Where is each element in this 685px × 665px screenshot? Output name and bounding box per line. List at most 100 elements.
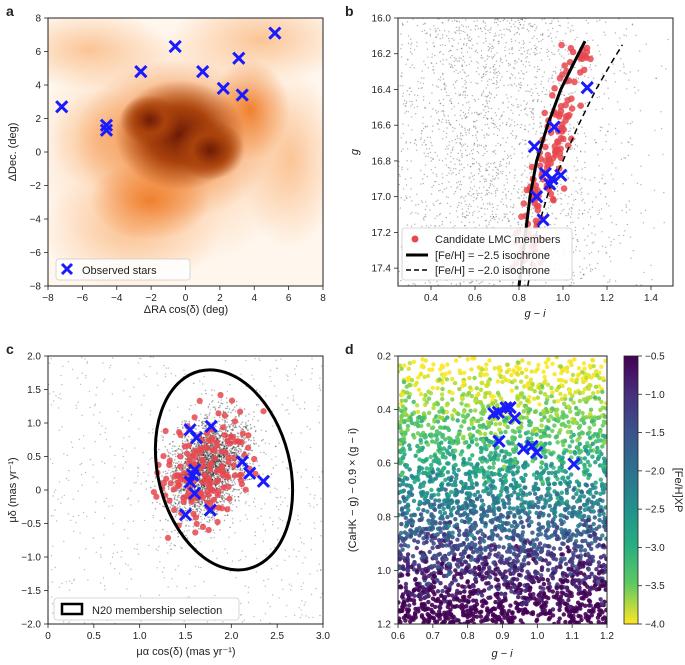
field-star	[537, 68, 539, 71]
cluster-star	[206, 458, 209, 460]
field-star	[475, 49, 477, 51]
field-star	[605, 134, 607, 136]
field-star	[582, 227, 585, 230]
field-star	[506, 178, 508, 180]
field-star	[487, 45, 489, 48]
field-star	[499, 163, 501, 165]
field-star	[500, 201, 502, 203]
field-star	[532, 100, 534, 102]
field-star	[589, 66, 591, 69]
field-star	[594, 139, 596, 141]
field-star	[170, 372, 172, 375]
cluster-star	[249, 428, 252, 430]
field-star	[136, 548, 138, 550]
field-star	[488, 282, 491, 285]
cluster-star	[226, 425, 228, 428]
field-star	[152, 514, 154, 517]
field-star	[463, 43, 465, 45]
field-star	[349, 32, 350, 33]
field-star	[434, 151, 436, 154]
field-star	[112, 552, 115, 554]
cluster-star	[173, 505, 176, 508]
field-star	[278, 509, 280, 511]
field-star	[350, 263, 351, 264]
field-star	[401, 166, 403, 168]
field-star	[123, 528, 126, 531]
cluster-star	[204, 454, 206, 456]
field-star	[512, 207, 514, 209]
field-star	[270, 568, 273, 570]
cluster-star	[235, 400, 238, 403]
field-star	[464, 91, 467, 93]
field-star	[411, 116, 413, 118]
field-star	[336, 73, 337, 74]
field-star	[422, 23, 424, 25]
field-star	[476, 139, 478, 142]
field-star	[104, 378, 106, 380]
field-star	[359, 264, 360, 265]
cluster-star	[205, 392, 207, 395]
field-star	[588, 253, 591, 255]
field-star	[518, 106, 520, 108]
field-star	[535, 87, 537, 90]
field-star	[391, 179, 392, 180]
field-star	[581, 200, 583, 202]
field-star	[163, 567, 165, 569]
field-star	[60, 374, 62, 377]
field-star	[548, 197, 550, 199]
field-star	[453, 57, 456, 59]
cluster-star	[233, 448, 236, 451]
field-star	[434, 54, 436, 57]
field-star	[293, 549, 295, 551]
cluster-star	[186, 537, 189, 539]
field-star	[130, 504, 132, 506]
field-star	[491, 45, 493, 47]
field-star	[494, 96, 496, 99]
cluster-star	[228, 467, 231, 470]
field-star	[477, 62, 479, 64]
field-star	[387, 118, 388, 119]
field-star	[543, 106, 546, 108]
field-star	[499, 118, 501, 121]
field-star	[95, 551, 98, 553]
field-star	[480, 112, 482, 115]
field-star	[244, 585, 246, 587]
field-star	[493, 68, 495, 71]
field-star	[624, 230, 626, 232]
panel-label-a: a	[6, 3, 14, 19]
cluster-star	[206, 520, 208, 523]
field-star	[409, 47, 412, 50]
field-star	[594, 267, 597, 269]
field-star	[453, 193, 455, 195]
field-star	[518, 49, 520, 51]
field-star	[449, 49, 452, 52]
field-star	[245, 423, 247, 425]
field-star	[363, 117, 364, 118]
field-star	[61, 496, 63, 498]
field-star	[466, 116, 468, 118]
field-star	[582, 198, 584, 200]
field-star	[550, 108, 552, 110]
field-star	[467, 26, 470, 28]
field-star	[468, 221, 471, 223]
field-star	[368, 261, 369, 262]
field-star	[494, 32, 496, 34]
cluster-star	[181, 520, 183, 523]
field-star	[488, 223, 490, 225]
cluster-star	[200, 500, 202, 503]
field-star	[411, 129, 413, 131]
field-star	[441, 160, 444, 162]
field-star	[501, 198, 503, 200]
cluster-star	[193, 505, 196, 507]
field-star	[570, 221, 572, 224]
field-star	[309, 573, 311, 575]
cluster-star	[214, 463, 216, 466]
field-star	[582, 110, 585, 113]
field-star	[334, 78, 335, 79]
field-star	[475, 82, 477, 84]
field-star	[486, 117, 488, 119]
cluster-star	[257, 419, 259, 422]
field-star	[121, 448, 123, 450]
cluster-star	[169, 474, 172, 477]
field-star	[529, 107, 531, 110]
